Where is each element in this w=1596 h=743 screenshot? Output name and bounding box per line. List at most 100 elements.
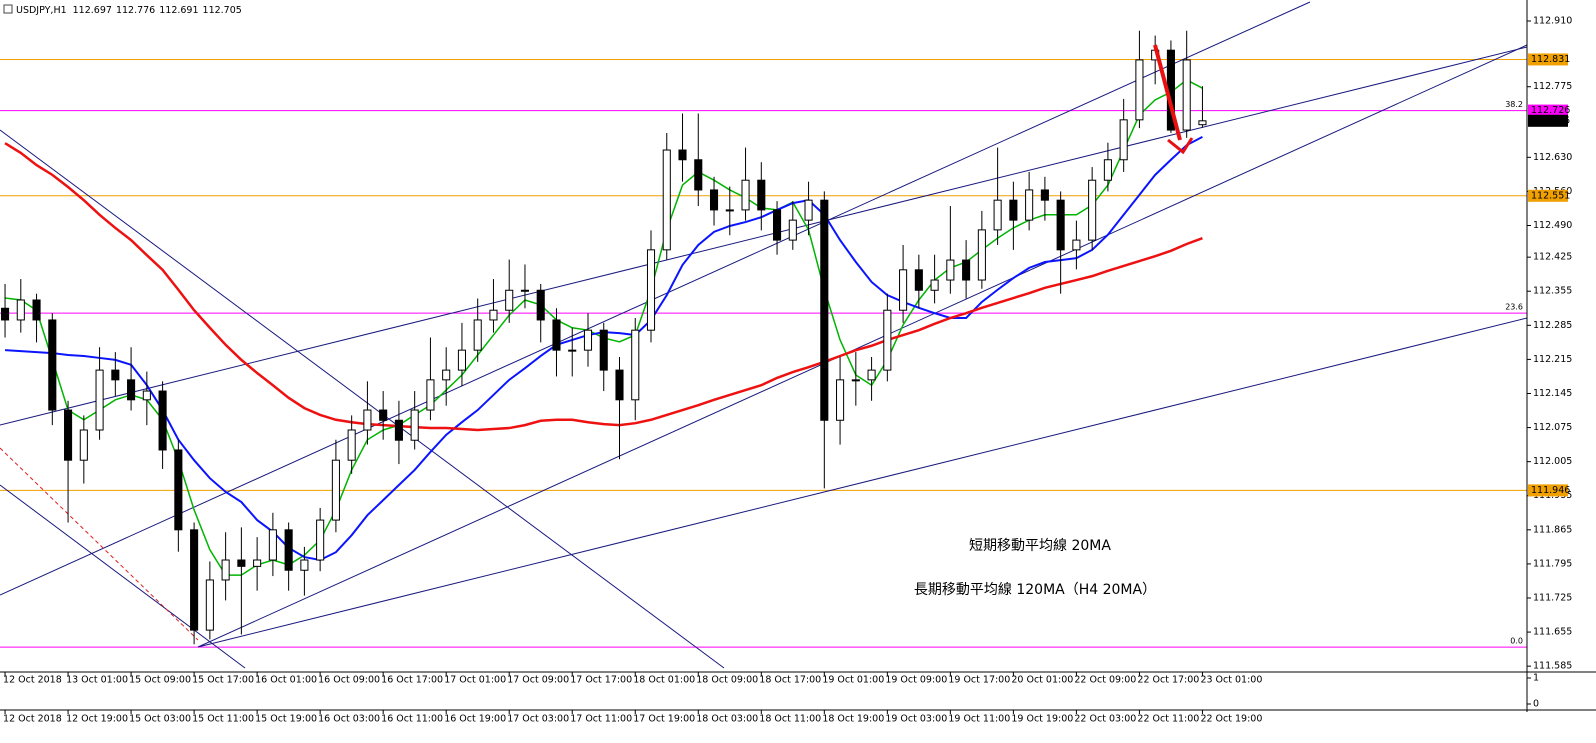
trend-line bbox=[197, 317, 1528, 648]
fib-label: 0.0 bbox=[1510, 637, 1523, 646]
axes: 112.910112.775112.630112.560112.490112.4… bbox=[0, 0, 1596, 725]
x-tick-label: 17 Oct 01:00 bbox=[444, 675, 506, 686]
x-tick-label: 15 Oct 09:00 bbox=[129, 675, 191, 686]
candle-body bbox=[363, 409, 372, 431]
candle-body bbox=[379, 409, 388, 421]
candle-body bbox=[48, 319, 57, 411]
candle-body bbox=[962, 259, 971, 281]
candle-body bbox=[79, 429, 88, 461]
candle-body bbox=[536, 289, 545, 321]
x-tick-label: 19 Oct 09:00 bbox=[885, 675, 947, 686]
candle-body bbox=[16, 299, 25, 321]
candle-body bbox=[1072, 239, 1081, 251]
level-price-label: 112.551 bbox=[1531, 190, 1570, 201]
last-price-box bbox=[1528, 114, 1568, 127]
annotation: 長期移動平均線 120MA（H4 20MA） bbox=[914, 582, 1156, 598]
candle-body bbox=[583, 329, 593, 351]
x-tick-label: 16 Oct 01:00 bbox=[255, 675, 317, 686]
candle-body bbox=[820, 199, 829, 421]
x-tick-label: 22 Oct 03:00 bbox=[1074, 714, 1136, 725]
candle-body bbox=[631, 329, 640, 401]
candle-body bbox=[253, 559, 262, 567]
y-tick-label: 112.630 bbox=[1533, 152, 1572, 163]
candle-body bbox=[1088, 179, 1097, 241]
x-tick-label: 16 Oct 09:00 bbox=[318, 675, 380, 686]
candle-body bbox=[1103, 159, 1112, 181]
y-tick-label: 112.285 bbox=[1533, 320, 1572, 331]
level-price-label: 112.831 bbox=[1531, 54, 1570, 65]
level-price-label: 111.946 bbox=[1531, 485, 1570, 496]
candle-body bbox=[709, 189, 719, 211]
candle-body bbox=[788, 219, 797, 241]
candle-body bbox=[930, 279, 939, 291]
last-price-label: 112.705 bbox=[1531, 115, 1570, 126]
candle-body bbox=[1025, 189, 1034, 221]
candle-body bbox=[505, 289, 514, 311]
x-tick-label: 17 Oct 11:00 bbox=[570, 714, 632, 725]
candle-body bbox=[867, 369, 876, 381]
moving-average bbox=[4, 142, 1203, 432]
chart-header: USDJPY,H1 112.697 112.776 112.691 112.705 bbox=[16, 5, 242, 16]
y-tick-label: 112.075 bbox=[1533, 422, 1572, 433]
candle-body bbox=[757, 179, 766, 211]
x-tick-label: 18 Oct 01:00 bbox=[633, 675, 695, 686]
candle-body bbox=[32, 299, 41, 321]
y-tick-label: 111.585 bbox=[1533, 661, 1572, 672]
y-tick-label: 111.655 bbox=[1533, 627, 1572, 638]
candles bbox=[0, 30, 1207, 645]
x-tick-label: 17 Oct 03:00 bbox=[507, 714, 569, 725]
candle-body bbox=[1009, 199, 1018, 221]
fib-label: 38.2 bbox=[1505, 100, 1523, 109]
x-tick-label: 18 Oct 19:00 bbox=[822, 714, 884, 725]
x-tick-label: 15 Oct 19:00 bbox=[255, 714, 317, 725]
y-tick-label: 111.795 bbox=[1533, 558, 1572, 569]
candle-body bbox=[316, 519, 325, 561]
candle-body bbox=[836, 379, 845, 421]
header-open: 112.697 bbox=[73, 5, 112, 16]
x-tick-label: 23 Oct 01:00 bbox=[1200, 675, 1262, 686]
candle-body bbox=[457, 349, 466, 371]
x-tick-label: 12 Oct 19:00 bbox=[66, 714, 128, 725]
x-tick-label: 15 Oct 03:00 bbox=[129, 714, 191, 725]
x-tick-label: 22 Oct 11:00 bbox=[1137, 714, 1199, 725]
candle-body bbox=[426, 379, 435, 411]
candle-body bbox=[394, 419, 403, 441]
candle-body bbox=[473, 319, 482, 351]
trend-line bbox=[0, 129, 725, 669]
x-tick-label: 22 Oct 09:00 bbox=[1074, 675, 1136, 686]
candle-body bbox=[899, 269, 908, 311]
candle-body bbox=[678, 149, 687, 161]
candle-body bbox=[300, 559, 309, 571]
x-tick-label: 17 Oct 17:00 bbox=[570, 675, 632, 686]
candle-body bbox=[615, 369, 624, 401]
x-tick-label: 15 Oct 11:00 bbox=[192, 714, 254, 725]
chart-icon bbox=[3, 4, 13, 14]
candle-body bbox=[773, 209, 782, 241]
level-price-box bbox=[1528, 484, 1568, 497]
sub-y-tick-label: 1 bbox=[1533, 673, 1539, 684]
level-price-box bbox=[1528, 104, 1568, 117]
arrow bbox=[1153, 44, 1194, 155]
sub-y-tick-label: 0 bbox=[1533, 699, 1539, 710]
header-low: 112.691 bbox=[159, 5, 198, 16]
candle-body bbox=[127, 379, 136, 401]
x-tick-label: 20 Oct 01:00 bbox=[1011, 675, 1073, 686]
candle-body bbox=[221, 559, 230, 581]
y-tick-label: 111.865 bbox=[1533, 524, 1572, 535]
candle-body bbox=[331, 459, 340, 521]
candle-body bbox=[0, 307, 10, 321]
x-tick-label: 16 Oct 19:00 bbox=[444, 714, 506, 725]
symbol: USDJPY,H1 bbox=[16, 5, 67, 16]
candle-body bbox=[1119, 119, 1128, 161]
x-tick-label: 19 Oct 03:00 bbox=[885, 714, 947, 725]
candle-body bbox=[662, 149, 671, 251]
candle-body bbox=[741, 179, 750, 211]
x-tick-label: 16 Oct 03:00 bbox=[318, 714, 380, 725]
x-tick-label: 13 Oct 01:00 bbox=[66, 675, 128, 686]
candle-body bbox=[268, 529, 277, 561]
header-close: 112.705 bbox=[203, 5, 242, 16]
x-tick-label: 19 Oct 17:00 bbox=[948, 675, 1010, 686]
trend-line bbox=[197, 44, 1528, 648]
arrow-head bbox=[1167, 137, 1194, 155]
candle-body bbox=[1182, 59, 1191, 131]
